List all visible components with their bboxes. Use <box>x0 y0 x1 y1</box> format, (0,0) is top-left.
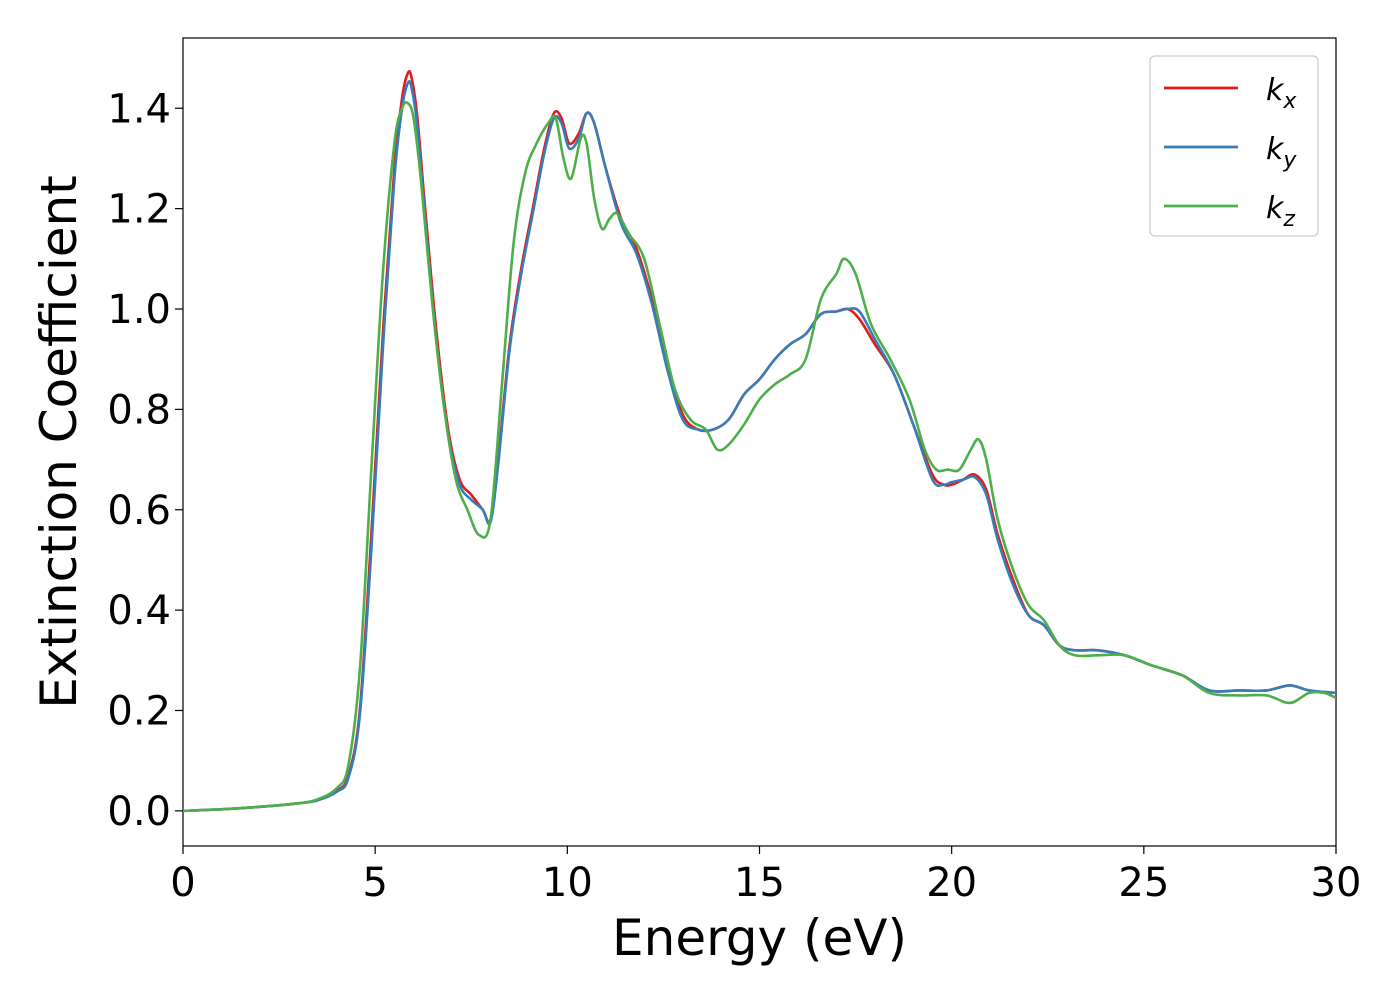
x-tick-label: 25 <box>1118 860 1169 906</box>
y-tick-label: 1.0 <box>107 287 171 333</box>
x-tick-label: 15 <box>734 860 785 906</box>
y-axis-ticks: 0.0 0.2 0.4 0.6 0.8 1.0 1.2 1.4 <box>107 86 183 835</box>
x-tick-label: 5 <box>362 860 387 906</box>
x-tick-label: 20 <box>926 860 977 906</box>
y-tick-label: 0.2 <box>107 688 171 734</box>
y-axis-title: Extinction Coefficient <box>30 175 88 709</box>
y-tick-label: 0.4 <box>107 588 171 634</box>
x-tick-label: 30 <box>1311 860 1362 906</box>
x-axis-ticks: 0 5 10 15 20 25 30 <box>170 846 1361 906</box>
y-tick-label: 1.2 <box>107 187 171 233</box>
y-tick-label: 0.6 <box>107 488 171 534</box>
series-line-z <box>183 101 1336 813</box>
y-tick-label: 0.0 <box>107 789 171 835</box>
series-layer <box>183 69 1336 813</box>
x-axis-title: Energy (eV) <box>612 909 907 967</box>
y-tick-label: 0.8 <box>107 387 171 433</box>
x-tick-label: 10 <box>542 860 593 906</box>
x-tick-label: 0 <box>170 860 195 906</box>
y-tick-label: 1.4 <box>107 86 171 132</box>
